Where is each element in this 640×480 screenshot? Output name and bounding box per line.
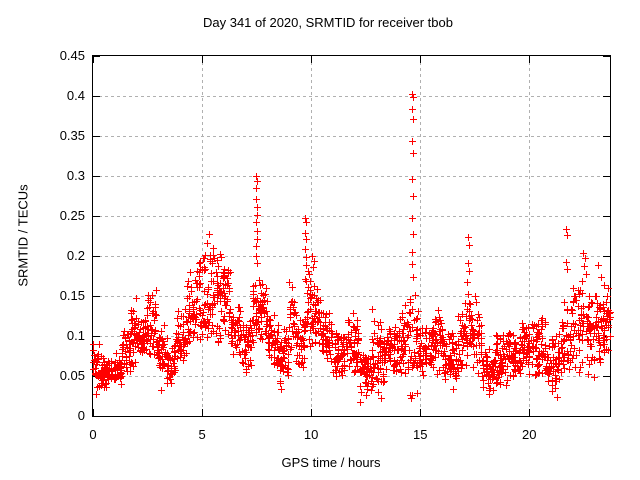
chart-title: Day 341 of 2020, SRMTID for receiver tbo… bbox=[202, 15, 453, 30]
x-tick-label: 5 bbox=[198, 427, 206, 442]
y-tick-label: 0.25 bbox=[59, 208, 85, 223]
x-tick-label: 0 bbox=[89, 427, 97, 442]
y-tick-label: 0.4 bbox=[66, 88, 85, 103]
x-tick-label: 20 bbox=[522, 427, 537, 442]
y-tick-label: 0.3 bbox=[66, 168, 85, 183]
y-tick-label: 0.15 bbox=[59, 288, 85, 303]
data-points bbox=[90, 91, 614, 406]
y-axis-label: SRMTID / TECUs bbox=[15, 184, 31, 287]
x-tick-label: 15 bbox=[412, 427, 428, 442]
y-tick-label: 0.05 bbox=[59, 368, 85, 383]
y-tick-label: 0.2 bbox=[66, 248, 85, 263]
y-tick-label: 0 bbox=[77, 408, 85, 423]
x-axis-label: GPS time / hours bbox=[281, 455, 381, 470]
x-tick-label: 10 bbox=[303, 427, 319, 442]
y-tick-label: 0.45 bbox=[59, 48, 85, 63]
y-tick-label: 0.35 bbox=[59, 128, 85, 143]
y-tick-label: 0.1 bbox=[66, 328, 85, 343]
